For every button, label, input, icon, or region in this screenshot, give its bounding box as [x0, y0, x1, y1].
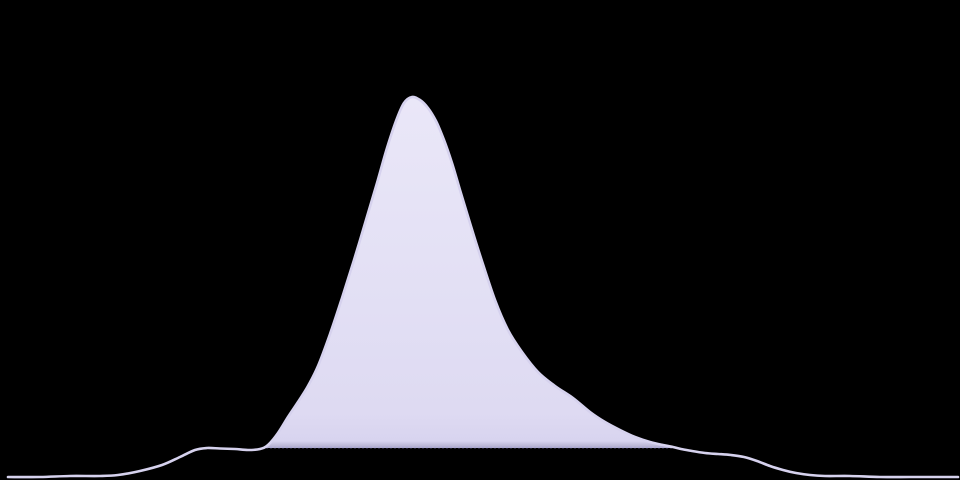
area-fill [262, 96, 677, 448]
curve-line [6, 95, 960, 479]
